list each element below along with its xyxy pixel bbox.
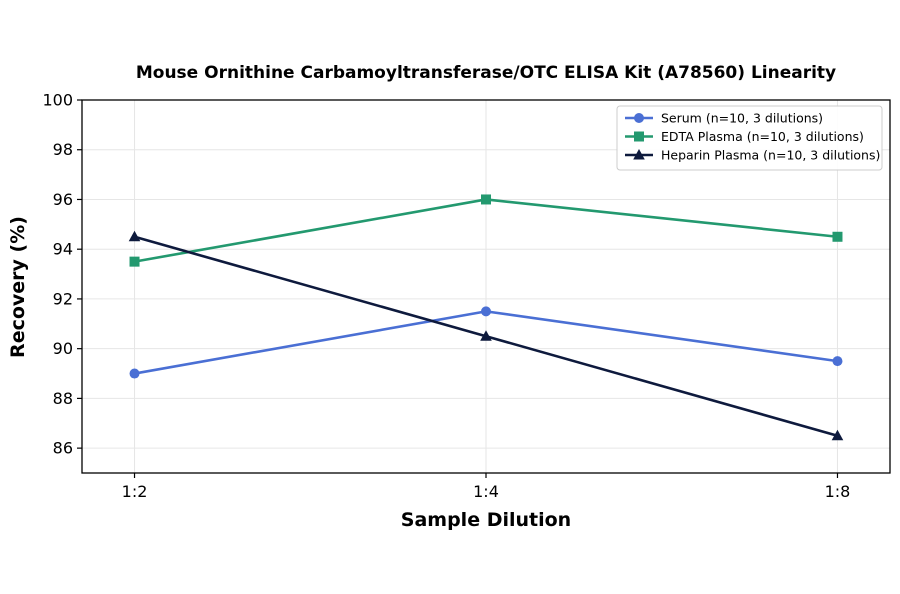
legend-label: Heparin Plasma (n=10, 3 dilutions) — [661, 148, 880, 163]
data-point — [481, 306, 491, 317]
legend-box — [616, 105, 883, 171]
y-tick-label: 96 — [53, 190, 73, 209]
legend-item: Heparin Plasma (n=10, 3 dilutions) — [625, 148, 880, 163]
data-point — [832, 231, 843, 242]
legend-item: Serum (n=10, 3 dilutions) — [625, 111, 823, 126]
data-point — [480, 330, 492, 341]
series-layer — [128, 194, 844, 441]
series-2 — [128, 230, 844, 441]
data-point — [129, 256, 140, 267]
y-axis-label: Recovery (%) — [7, 216, 29, 358]
y-tick-label: 88 — [53, 389, 73, 408]
x-tick-label: 1:2 — [122, 482, 148, 501]
y-tick-label: 100 — [42, 91, 73, 110]
axis-ticks: 86 88 90 92 94 96 98 100 1:2 1:4 1:8 — [42, 91, 850, 502]
legend-marker — [633, 149, 645, 160]
legend-marker — [634, 113, 644, 123]
data-point — [831, 429, 844, 441]
series-1 — [129, 194, 843, 267]
chart-title: Mouse Ornithine Carbamoyltransferase/OTC… — [136, 63, 836, 83]
x-tick-label: 1:4 — [473, 482, 499, 501]
data-point — [481, 194, 491, 205]
x-tick-label: 1:8 — [825, 482, 851, 501]
data-point — [128, 230, 141, 242]
y-tick-label: 94 — [53, 240, 73, 259]
data-point — [129, 368, 140, 379]
data-point — [832, 356, 843, 367]
x-axis-label: Sample Dilution — [401, 509, 571, 531]
y-tick-label: 92 — [53, 289, 73, 308]
y-tick-label: 90 — [53, 339, 73, 358]
y-tick-label: 98 — [53, 140, 73, 159]
legend-item: EDTA Plasma (n=10, 3 dilutions) — [625, 129, 864, 144]
legend-label: EDTA Plasma (n=10, 3 dilutions) — [661, 129, 864, 144]
y-tick-label: 86 — [53, 439, 73, 458]
legend-marker — [634, 131, 644, 142]
legend: Serum (n=10, 3 dilutions) EDTA Plasma (n=… — [616, 105, 883, 171]
legend-label: Serum (n=10, 3 dilutions) — [661, 111, 823, 126]
series-0 — [129, 306, 843, 379]
